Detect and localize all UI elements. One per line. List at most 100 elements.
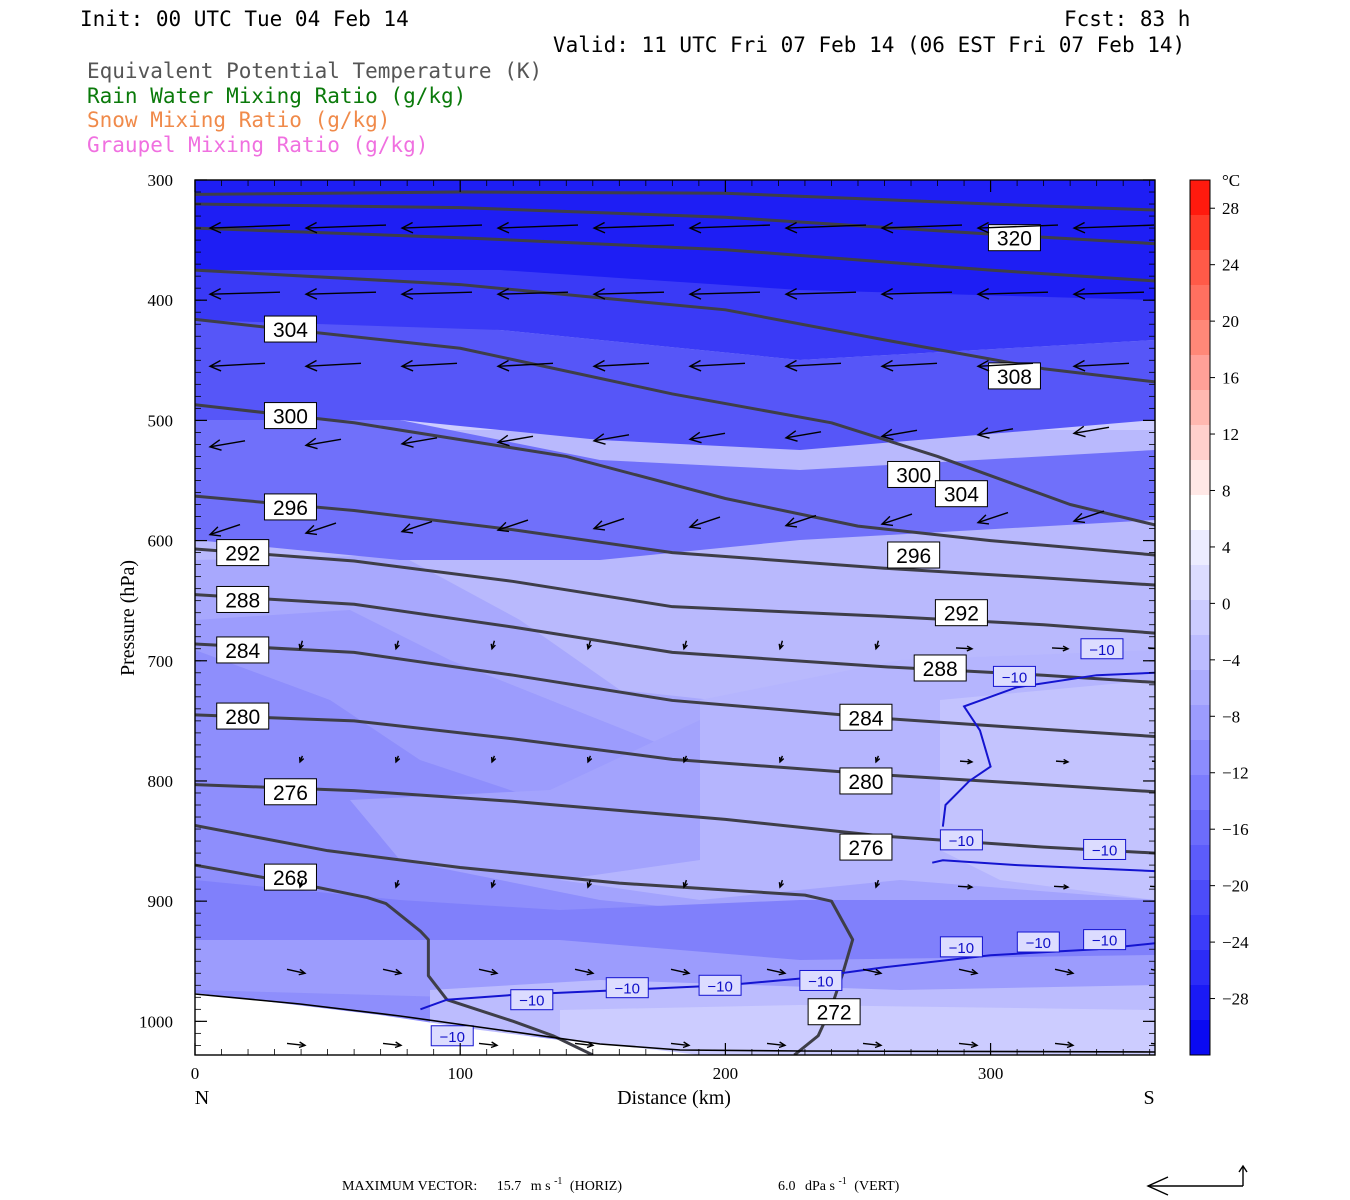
wind-vector-head [967,884,974,890]
theta-e-contour-304 [195,317,1155,527]
wind-vector [1147,647,1155,650]
theta-e-contour-292 [195,547,1155,635]
legend-entry-theta-e: Equivalent Potential Temperature (K) [87,59,542,83]
wind-vector-head [970,968,979,976]
legend-entry-graupel: Graupel Mixing Ratio (g/kg) [87,133,428,157]
colorbar-band [1190,880,1210,916]
temperature-label-box [939,936,983,958]
theta-e-label-box [839,703,893,731]
wind-vector-head [304,524,318,536]
legend-entry-rain: Rain Water Mixing Ratio (g/kg) [87,84,466,108]
wind-vector-head [400,288,414,300]
colorbar-band [1190,1020,1210,1056]
colorbar-band [1190,985,1210,1021]
wind-vector-head [976,514,990,525]
colorbar-label: −12 [1222,764,1249,783]
theta-e-label: 320 [997,228,1032,251]
wind-vector-head [400,221,414,234]
wind-vector [497,435,534,444]
plot-frame [194,179,1156,1056]
wind-vector [1150,1042,1155,1045]
wind-vector-head [592,433,606,445]
wind-vector [593,517,625,530]
wind-vector-head [586,643,592,651]
wind-vector [881,513,913,525]
wind-vector [593,224,675,229]
wind-vector-head [496,521,510,533]
colorbar-label: −4 [1222,651,1241,670]
theta-e-contour-288 [195,593,1155,684]
theta-e-label: 276 [848,837,883,860]
colorbar-band [1190,250,1210,286]
wind-vector-head [682,968,691,976]
theta-e-label: 300 [273,406,308,429]
wind-vector [305,291,377,295]
svg-text:6.0 dPa s -1: 6.0 dPa s -1 (VERT) [778,1173,900,1194]
y-tick-label: 300 [148,171,174,190]
wind-vector-head [1063,884,1070,890]
theta-e-label: 308 [997,366,1032,389]
wind-vector [1054,1042,1074,1047]
temperature-label-box [1016,931,1060,953]
terrain-line [194,993,1156,1053]
wind-vector-head [688,359,702,372]
colorbar-band [1190,810,1210,846]
wind-vector-head [688,221,702,234]
wind-vector [862,1042,882,1047]
wind-vector-head [208,359,222,372]
theta-e-label: 268 [273,867,308,890]
wind-vector [766,968,786,974]
wind-vector [1073,362,1130,367]
wind-vector [1151,760,1155,763]
wind-vector [881,224,963,229]
theta-e-label: 296 [273,497,308,520]
theta-e-label-box [216,539,270,567]
wind-vector [593,291,665,295]
wind-vector [593,362,650,367]
temperature-contours: −10 −10 −10 −10 −10 −10 −10 −10 −10 −10 −10 −10 [420,638,1155,1047]
theta-e-label: 292 [944,603,979,626]
legend: Equivalent Potential Temperature (K) Rai… [87,59,542,157]
colorbar-band [1190,635,1210,671]
wind-vector [382,1042,402,1047]
wind-vector [401,362,458,367]
wind-vector-head [1066,1041,1075,1049]
theta-e-label-box [263,402,317,430]
theta-e-label-box [887,460,941,488]
temperature-label-box [992,665,1036,687]
y-tick-label: 700 [148,652,174,671]
colorbar-label: 12 [1222,425,1239,444]
colorbar-band [1190,670,1210,706]
theta-e-label-box [934,480,988,508]
wind-vector [1053,885,1069,888]
wind-vector [785,514,817,527]
x-tick-label: 100 [447,1064,473,1083]
wind-vector-head [490,882,497,889]
temperature-label: −10 [808,973,833,990]
temperature-label-box [939,829,983,851]
vert-exponent: -1 [838,1176,846,1187]
wind-vector [957,885,973,888]
wind-vector [305,224,387,229]
wind-vector-head [496,359,510,372]
wind-vector-head [208,221,222,234]
horiz-exponent: -1 [554,1176,562,1187]
wind-vector-head [592,221,606,234]
wind-vector [881,362,938,367]
wind-vector-head [784,221,798,234]
wind-vector-head [496,221,510,234]
wind-vector [766,1042,786,1047]
colorbar-band [1190,740,1210,776]
wind-vector [977,362,1034,367]
wind-vector [977,511,1009,524]
colorbar-band [1190,460,1210,496]
temperature-label-box [698,974,742,996]
wind-vector [401,224,483,229]
wind-vector [305,438,342,447]
wind-vector [209,224,291,229]
wind-vector [1073,291,1145,295]
y-tick-label: 1000 [139,1012,173,1031]
wind-vector-head [208,439,222,451]
wind-vector-head [586,882,593,889]
